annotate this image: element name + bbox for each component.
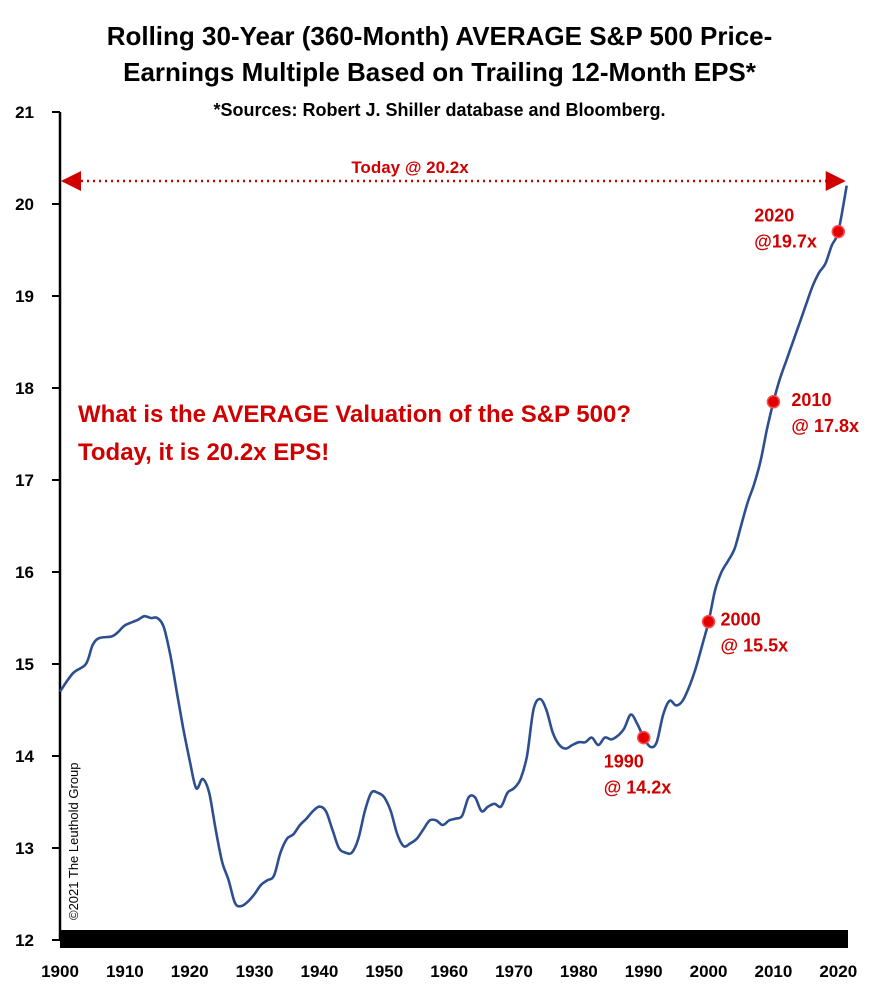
x-axis-bar (60, 930, 848, 948)
x-tick-label: 1940 (301, 962, 339, 981)
marker-label-value: @ 14.2x (604, 778, 672, 798)
marker-point-1990 (636, 730, 651, 745)
y-tick-label: 21 (15, 103, 34, 122)
chart-title-line2: Earnings Multiple Based on Trailing 12-M… (123, 57, 756, 87)
x-tick-label: 1920 (171, 962, 209, 981)
marker-point-2020 (831, 224, 846, 239)
y-tick-label: 17 (15, 471, 34, 490)
today-layer: Today @ 20.2x (61, 158, 846, 191)
marker-label-year: 1990 (604, 752, 644, 772)
marker-label-value: @ 17.8x (791, 416, 859, 436)
x-tick-label: 1950 (365, 962, 403, 981)
x-tick-label: 1970 (495, 962, 533, 981)
copyright-text: ©2021 The Leuthold Group (66, 762, 81, 920)
series-layer (58, 185, 848, 908)
x-tick-label: 1980 (560, 962, 598, 981)
series-line (58, 185, 848, 908)
today-label: Today @ 20.2x (351, 158, 469, 177)
y-tick-label: 19 (15, 287, 34, 306)
x-tick-label: 1990 (625, 962, 663, 981)
x-tick-label: 1960 (430, 962, 468, 981)
marker-label-year: 2010 (791, 390, 831, 410)
x-tick-label: 1910 (106, 962, 144, 981)
y-tick-label: 16 (15, 563, 34, 582)
y-tick-label: 15 (15, 655, 34, 674)
callout-line1: What is the AVERAGE Valuation of the S&P… (78, 401, 631, 428)
marker-point-2010 (766, 395, 781, 409)
y-axis: 12 13 14 15 16 17 18 19 20 21 (15, 103, 62, 950)
chart-subtitle: *Sources: Robert J. Shiller database and… (213, 100, 666, 120)
x-tick-label: 2020 (819, 962, 857, 981)
marker-label-value: @19.7x (754, 232, 817, 252)
callout-line2: Today, it is 20.2x EPS! (78, 439, 329, 466)
y-tick-label: 18 (15, 379, 34, 398)
x-tick-label: 1930 (236, 962, 274, 981)
x-axis: 1900 1910 1920 1930 1940 1950 1960 1970 1980 1990… (41, 930, 857, 981)
points-layer: 1990 @ 14.2x 2000 @ 15.5x 2010 @ 17.8x 2020 @19… (604, 206, 859, 798)
y-tick-label: 14 (15, 747, 34, 766)
marker-label-year: 2000 (721, 610, 761, 630)
x-tick-label: 2000 (690, 962, 728, 981)
marker-label-value: @ 15.5x (721, 636, 789, 656)
x-tick-label: 1900 (41, 962, 79, 981)
marker-point-2000 (701, 614, 716, 629)
y-tick-label: 20 (15, 195, 34, 214)
chart-title-line1: Rolling 30-Year (360-Month) AVERAGE S&P … (106, 21, 773, 51)
y-tick-label: 12 (15, 931, 34, 950)
marker-label-year: 2020 (754, 206, 794, 226)
x-tick-label: 2010 (755, 962, 793, 981)
y-tick-label: 13 (15, 839, 34, 858)
